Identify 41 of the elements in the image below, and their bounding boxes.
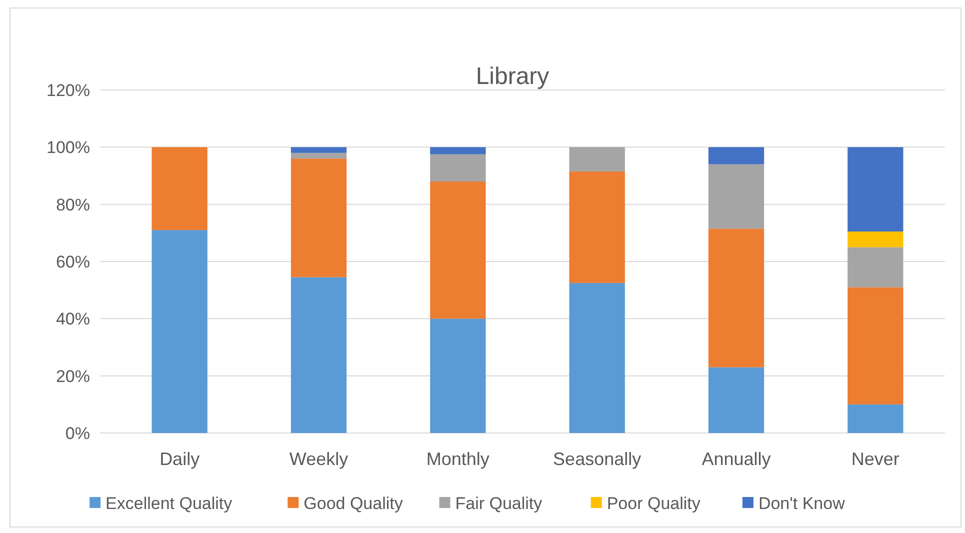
bar — [430, 154, 486, 182]
y-tick-label: 100% — [46, 138, 90, 158]
bar — [708, 147, 764, 164]
bar — [848, 147, 904, 232]
chart-title: Library — [476, 63, 550, 90]
bar — [848, 247, 904, 288]
bar — [569, 171, 625, 283]
bar — [708, 164, 764, 229]
legend-label: Don't Know — [758, 494, 846, 513]
bar — [708, 228, 764, 368]
legend-label: Poor Quality — [606, 494, 701, 513]
bar — [430, 318, 486, 433]
bar — [848, 231, 904, 248]
bar — [569, 282, 625, 433]
x-tick-label: Seasonally — [553, 449, 642, 469]
y-tick-label: 20% — [56, 366, 90, 386]
y-tick-label: 60% — [56, 252, 90, 272]
bar — [290, 158, 347, 278]
bar — [848, 404, 904, 433]
y-tick-label: 40% — [56, 310, 90, 329]
bar — [848, 287, 904, 404]
bar — [290, 277, 347, 433]
bar — [290, 147, 347, 153]
y-tick-label: 80% — [56, 195, 90, 214]
legend-label: Fair Quality — [455, 494, 543, 513]
bar — [430, 147, 486, 154]
bar — [569, 147, 625, 172]
legend-label: Excellent Quality — [106, 494, 233, 513]
x-tick-label: Monthly — [426, 449, 490, 469]
x-tick-label: Daily — [160, 449, 200, 469]
bar — [290, 152, 347, 159]
bar — [152, 147, 208, 230]
bar — [430, 181, 486, 319]
y-tick-label: 0% — [65, 424, 90, 443]
x-tick-label: Weekly — [289, 449, 348, 469]
x-tick-label: Annually — [702, 449, 771, 469]
y-tick-label: 120% — [46, 80, 90, 100]
bar — [708, 367, 764, 433]
legend-label: Good Quality — [304, 494, 404, 513]
bar — [152, 230, 208, 433]
x-tick-label: Never — [851, 449, 900, 469]
